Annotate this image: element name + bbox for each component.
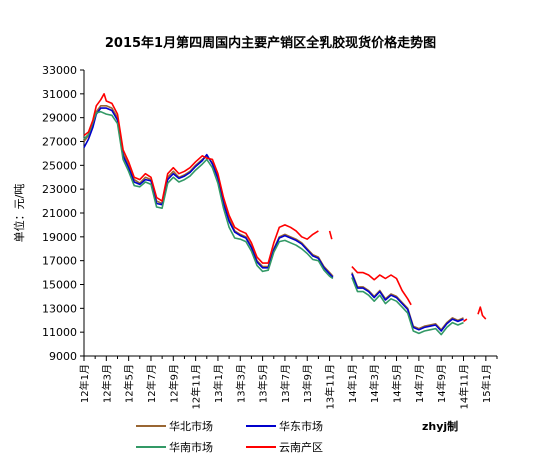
x-tick-label: 12年7月 [145,364,158,403]
y-tick-label: 23000 [42,183,77,196]
legend-label-0: 华北市场 [169,419,213,433]
x-tick-label: 13年1月 [212,364,225,403]
x-tick-label: 13年3月 [234,364,247,403]
x-tick-label: 14年3月 [368,364,381,403]
y-tick-label: 15000 [42,279,77,292]
x-tick-label: 13年7月 [279,364,292,403]
y-tick-label: 11000 [42,326,77,339]
series-line-2 [83,110,334,280]
x-tick-label: 15年1月 [480,364,493,403]
y-tick-label: 31000 [42,88,77,101]
x-tick-label: 12年9月 [167,364,180,403]
series-line-3-segment-3 [477,306,487,320]
x-tick-label: 13年9月 [301,364,314,403]
y-tick-label: 27000 [42,136,77,149]
x-tick-label: 12年5月 [123,364,136,403]
x-tick-label: 13年5月 [257,364,270,403]
y-tick-label: 13000 [42,302,77,315]
series-line-3-segment-2 [463,318,468,323]
legend-label-2: 华南市场 [169,440,213,454]
y-tick-label: 25000 [42,159,77,172]
legend-label-3: 云南产区 [279,440,323,454]
x-tick-label: 12年1月 [78,364,91,403]
x-tick-label: 14年5月 [391,364,404,403]
series-line-3-segment-1 [351,266,412,306]
y-tick-label: 9000 [49,350,77,363]
x-tick-label: 14年11月 [458,364,471,409]
y-tick-label: 33000 [42,64,77,77]
x-tick-label: 14年1月 [346,364,359,403]
x-tick-label: 12年3月 [100,364,113,403]
x-tick-label: 13年11月 [324,364,337,409]
series-line-0 [83,105,334,277]
y-tick-label: 29000 [42,112,77,125]
y-tick-label: 21000 [42,207,77,220]
chart-title: 2015年1月第四周国内主要产销区全乳胶现货价格走势图 [105,35,436,51]
author-note: zhyj制 [422,419,458,433]
x-tick-label: 14年7月 [413,364,426,403]
series-line-1-segment-0 [351,273,464,332]
series-line-0-segment-0 [351,272,464,331]
y-tick-label: 19000 [42,231,77,244]
legend-label-1: 华东市场 [279,419,323,433]
y-axis-label: 单位：元/吨 [12,184,26,243]
x-tick-label: 12年11月 [190,364,203,409]
series-line-3-segment-0 [328,230,333,240]
y-tick-label: 17000 [42,255,77,268]
series-line-2-segment-0 [351,277,464,336]
series-line-3 [83,93,319,264]
x-tick-label: 14年9月 [435,364,448,403]
